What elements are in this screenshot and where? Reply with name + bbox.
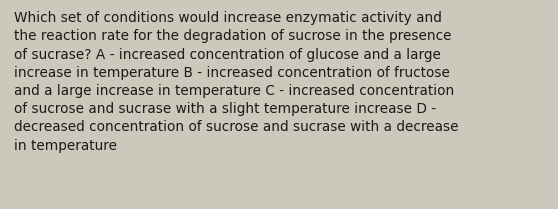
Text: Which set of conditions would increase enzymatic activity and
the reaction rate : Which set of conditions would increase e… bbox=[14, 11, 458, 153]
